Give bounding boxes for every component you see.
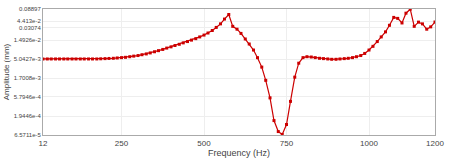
svg-text:0.08897: 0.08897 <box>19 6 41 12</box>
svg-text:5.7946e-4: 5.7946e-4 <box>14 94 42 100</box>
svg-text:1.7008e-3: 1.7008e-3 <box>14 75 42 81</box>
svg-text:1200: 1200 <box>426 139 444 148</box>
svg-text:Frequency (Hz): Frequency (Hz) <box>208 148 270 158</box>
svg-text:6.5711e-5: 6.5711e-5 <box>14 132 41 138</box>
svg-text:1.4926e-2: 1.4926e-2 <box>14 37 42 43</box>
svg-text:250: 250 <box>115 139 129 148</box>
svg-text:Amplitude (mm): Amplitude (mm) <box>2 43 11 100</box>
svg-text:4.413e-2: 4.413e-2 <box>17 18 41 24</box>
svg-text:500: 500 <box>197 139 211 148</box>
svg-text:0.03074: 0.03074 <box>19 25 41 31</box>
svg-text:750: 750 <box>280 139 294 148</box>
svg-text:1000: 1000 <box>360 139 378 148</box>
svg-text:5.0427e-3: 5.0427e-3 <box>14 56 42 62</box>
svg-text:12: 12 <box>39 139 48 148</box>
svg-text:1.9446e-4: 1.9446e-4 <box>14 113 42 119</box>
